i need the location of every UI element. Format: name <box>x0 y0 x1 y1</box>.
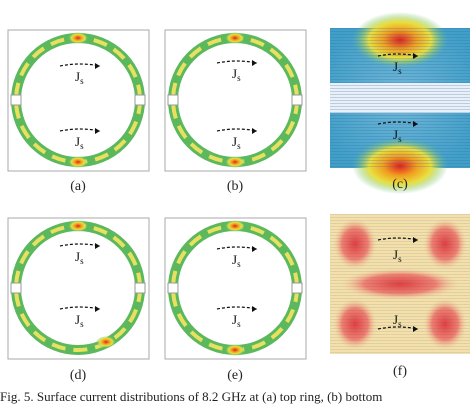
subscript: s <box>80 319 84 329</box>
hot-spot <box>68 156 88 168</box>
arrow-head <box>252 306 257 312</box>
gap <box>10 94 22 106</box>
arrow-head <box>413 53 418 59</box>
symbol: J <box>393 312 398 327</box>
hot-spot <box>225 344 245 356</box>
current-label: Js <box>75 312 84 329</box>
symbol: J <box>75 312 80 327</box>
symbol: J <box>232 252 237 267</box>
subscript: s <box>237 141 241 151</box>
symbol: J <box>232 312 237 327</box>
hot-spot <box>68 32 88 44</box>
symbol: J <box>393 59 398 74</box>
symbol: J <box>75 249 80 264</box>
symbol: J <box>393 247 398 262</box>
symbol: J <box>393 127 398 142</box>
hot-spot <box>225 220 245 232</box>
gap <box>167 94 179 106</box>
panel-label: (b) <box>227 179 244 194</box>
hot-spot <box>225 32 245 44</box>
panel-label: (c) <box>392 177 408 192</box>
current-label: Js <box>232 134 241 151</box>
gap <box>291 94 303 106</box>
arrow-head <box>413 326 418 332</box>
panel-frame <box>164 217 307 360</box>
current-label: Js <box>232 66 241 83</box>
subscript: s <box>237 319 241 329</box>
arrow-head <box>252 128 257 134</box>
current-label: Js <box>393 59 402 76</box>
symbol: J <box>75 69 80 84</box>
subscript: s <box>80 76 84 86</box>
panel-frame <box>7 29 150 172</box>
arrow-head <box>413 237 418 243</box>
current-label: Js <box>393 247 402 264</box>
arrow-head <box>252 60 257 66</box>
panel-label: (f) <box>393 364 407 379</box>
caption: Fig. 5. Surface current distributions of… <box>0 389 382 404</box>
subscript: s <box>398 254 402 264</box>
current-label: Js <box>75 69 84 86</box>
current-label: Js <box>75 249 84 266</box>
gap <box>134 282 146 294</box>
subscript: s <box>398 66 402 76</box>
arrow-head <box>95 243 100 249</box>
current-label: Js <box>232 252 241 269</box>
hot-spot <box>68 220 88 232</box>
arrow-head <box>252 246 257 252</box>
panel-label: (a) <box>70 179 86 194</box>
hatch <box>330 214 470 354</box>
subscript: s <box>237 259 241 269</box>
panel-label: (e) <box>227 368 243 383</box>
current-label: Js <box>232 312 241 329</box>
symbol: J <box>232 134 237 149</box>
gap <box>291 282 303 294</box>
gap <box>167 282 179 294</box>
symbol: J <box>232 66 237 81</box>
arrow-head <box>95 306 100 312</box>
hot-spot <box>96 336 116 348</box>
symbol: J <box>75 134 80 149</box>
gap <box>10 282 22 294</box>
panel-frame <box>7 217 150 360</box>
subscript: s <box>398 319 402 329</box>
current-label: Js <box>393 127 402 144</box>
arrow-head <box>413 121 418 127</box>
panel-frame <box>164 29 307 172</box>
subscript: s <box>80 256 84 266</box>
current-label: Js <box>75 134 84 151</box>
hot-spot <box>225 156 245 168</box>
subscript: s <box>398 134 402 144</box>
arrow-head <box>95 128 100 134</box>
gap <box>134 94 146 106</box>
subscript: s <box>80 141 84 151</box>
current-label: Js <box>393 312 402 329</box>
hatch <box>330 28 470 168</box>
panel-label: (d) <box>70 368 87 383</box>
arrow-head <box>95 63 100 69</box>
subscript: s <box>237 73 241 83</box>
